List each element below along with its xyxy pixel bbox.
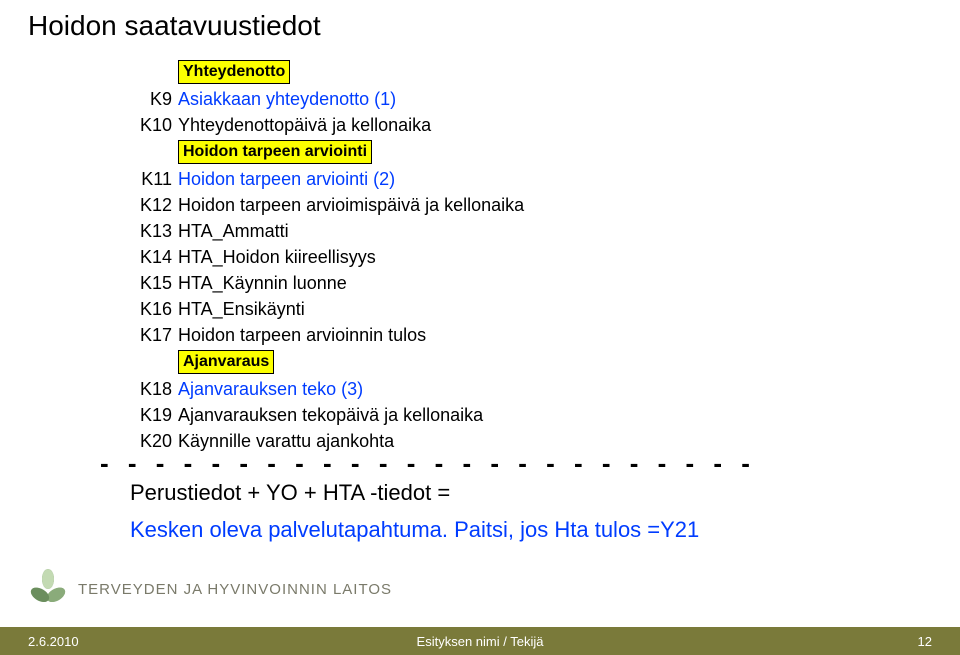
content-list: YhteydenottoK9 Asiakkaan yhteydenotto (1)… [130, 58, 730, 454]
item-code: K10 [130, 112, 172, 138]
item-code: K19 [130, 402, 172, 428]
slide-title: Hoidon saatavuustiedot [28, 10, 321, 42]
item-text: Ajanvarauksen tekopäivä ja kellonaika [178, 405, 483, 425]
list-item: K19 Ajanvarauksen tekopäivä ja kellonaika [130, 402, 730, 428]
footer-date: 2.6.2010 [28, 634, 79, 649]
list-item: K13 HTA_Ammatti [130, 218, 730, 244]
list-item: K9 Asiakkaan yhteydenotto (1) [130, 86, 730, 112]
list-item: K16 HTA_Ensikäynti [130, 296, 730, 322]
flower-icon [28, 569, 68, 609]
section-header: Ajanvaraus [178, 350, 274, 374]
summary-line-2: Kesken oleva palvelutapahtuma. Paitsi, j… [130, 516, 770, 544]
footer-bar: 2.6.2010 Esityksen nimi / Tekijä 12 [0, 627, 960, 655]
item-code: K15 [130, 270, 172, 296]
footer-org: TERVEYDEN JA HYVINVOINNIN LAITOS [28, 569, 392, 609]
item-text: HTA_Ammatti [178, 221, 289, 241]
item-code: K11 [130, 166, 172, 192]
item-text: HTA_Käynnin luonne [178, 273, 347, 293]
list-item: K14 HTA_Hoidon kiireellisyys [130, 244, 730, 270]
org-name: TERVEYDEN JA HYVINVOINNIN LAITOS [78, 581, 392, 598]
summary-line-1: Perustiedot + YO + HTA -tiedot = [130, 480, 450, 506]
item-text: Yhteydenottopäivä ja kellonaika [178, 115, 431, 135]
item-code: K13 [130, 218, 172, 244]
section-header: Yhteydenotto [178, 60, 290, 84]
footer-center: Esityksen nimi / Tekijä [417, 634, 544, 649]
list-item: K10 Yhteydenottopäivä ja kellonaika [130, 112, 730, 138]
list-item: K15 HTA_Käynnin luonne [130, 270, 730, 296]
item-code: K12 [130, 192, 172, 218]
item-text: HTA_Ensikäynti [178, 299, 305, 319]
footer-page: 12 [918, 634, 932, 649]
item-text: Hoidon tarpeen arvioinnin tulos [178, 325, 426, 345]
item-code: K14 [130, 244, 172, 270]
item-code: K18 [130, 376, 172, 402]
list-item: K17 Hoidon tarpeen arvioinnin tulos [130, 322, 730, 348]
item-text: Hoidon tarpeen arvioimispäivä ja kellona… [178, 195, 524, 215]
separator-dashes: - - - - - - - - - - - - - - - - - - - - … [100, 448, 756, 479]
section-header: Hoidon tarpeen arviointi [178, 140, 372, 164]
item-code: K17 [130, 322, 172, 348]
list-item: K12 Hoidon tarpeen arvioimispäivä ja kell… [130, 192, 730, 218]
item-text: HTA_Hoidon kiireellisyys [178, 247, 376, 267]
list-item: K18 Ajanvarauksen teko (3) [130, 376, 730, 402]
item-code: K9 [130, 86, 172, 112]
item-text: Asiakkaan yhteydenotto (1) [178, 89, 396, 109]
list-item: K11 Hoidon tarpeen arviointi (2) [130, 166, 730, 192]
item-text: Ajanvarauksen teko (3) [178, 379, 363, 399]
item-code: K16 [130, 296, 172, 322]
item-text: Hoidon tarpeen arviointi (2) [178, 169, 395, 189]
